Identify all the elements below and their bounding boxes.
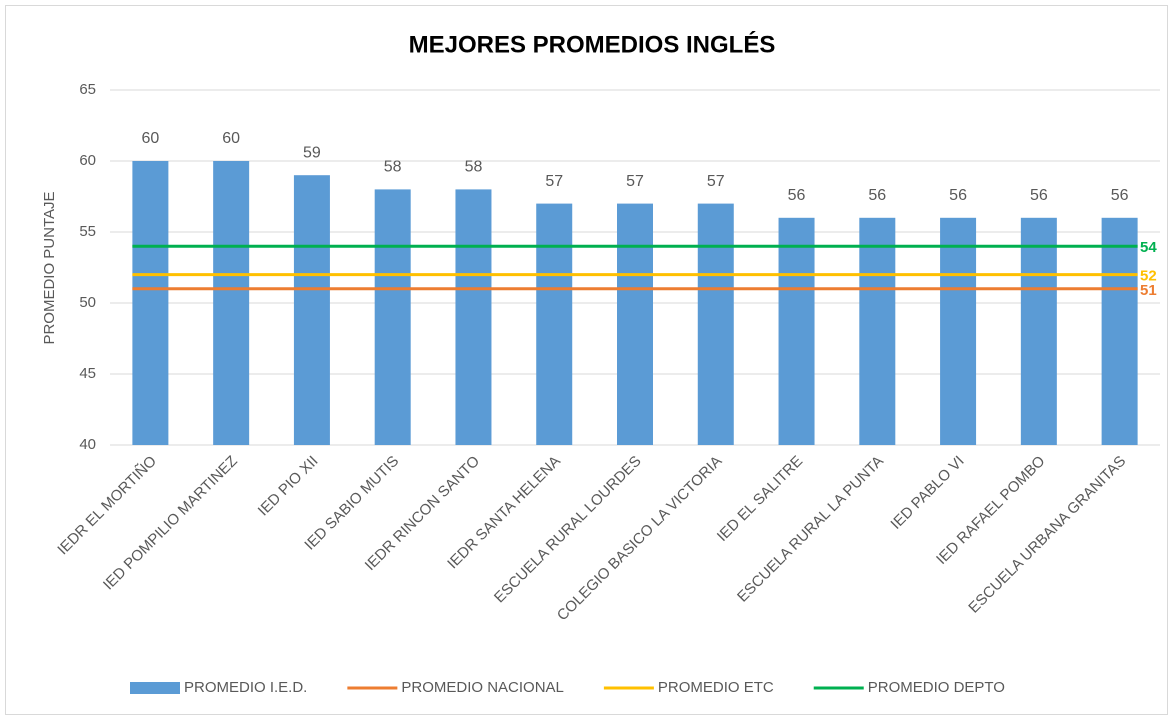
end-label: 54 (1140, 239, 1157, 256)
bar (778, 217, 815, 445)
y-tick-label: 65 (79, 81, 96, 98)
bar (374, 189, 411, 445)
value-label: 60 (222, 130, 240, 147)
y-tick-label: 40 (79, 436, 96, 453)
value-label: 56 (949, 187, 967, 204)
legend-swatch (130, 682, 180, 694)
bar (1020, 217, 1057, 445)
value-label: 60 (141, 130, 159, 147)
chart-frame (5, 5, 1168, 715)
value-label: 56 (1111, 187, 1129, 204)
bar (455, 189, 492, 445)
value-label: 56 (1030, 187, 1048, 204)
bar (132, 161, 169, 445)
y-tick-label: 50 (79, 294, 96, 311)
end-label: 51 (1140, 282, 1157, 299)
legend-label: PROMEDIO NACIONAL (401, 679, 564, 696)
legend-label: PROMEDIO I.E.D. (184, 679, 307, 696)
bar (213, 161, 250, 445)
bar (859, 217, 896, 445)
bar (536, 203, 573, 445)
value-label: 56 (788, 187, 806, 204)
value-label: 58 (384, 159, 402, 176)
bar (1101, 217, 1138, 445)
end-label: 52 (1140, 268, 1157, 285)
value-label: 59 (303, 144, 321, 161)
bar (617, 203, 653, 445)
value-label: 57 (626, 173, 644, 190)
bar (293, 175, 330, 445)
value-label: 57 (707, 173, 725, 190)
y-tick-label: 60 (79, 152, 96, 169)
value-label: 56 (868, 187, 886, 204)
value-label: 57 (545, 173, 563, 190)
chart-title: MEJORES PROMEDIOS INGLÉS (409, 30, 776, 58)
legend-label: PROMEDIO ETC (658, 679, 774, 696)
y-tick-label: 45 (79, 365, 96, 382)
legend-label: PROMEDIO DEPTO (868, 679, 1005, 696)
bar (697, 203, 734, 445)
y-axis-label: PROMEDIO PUNTAJE (41, 191, 58, 344)
bar (940, 217, 977, 445)
value-label: 58 (465, 159, 483, 176)
y-tick-label: 55 (79, 223, 96, 240)
